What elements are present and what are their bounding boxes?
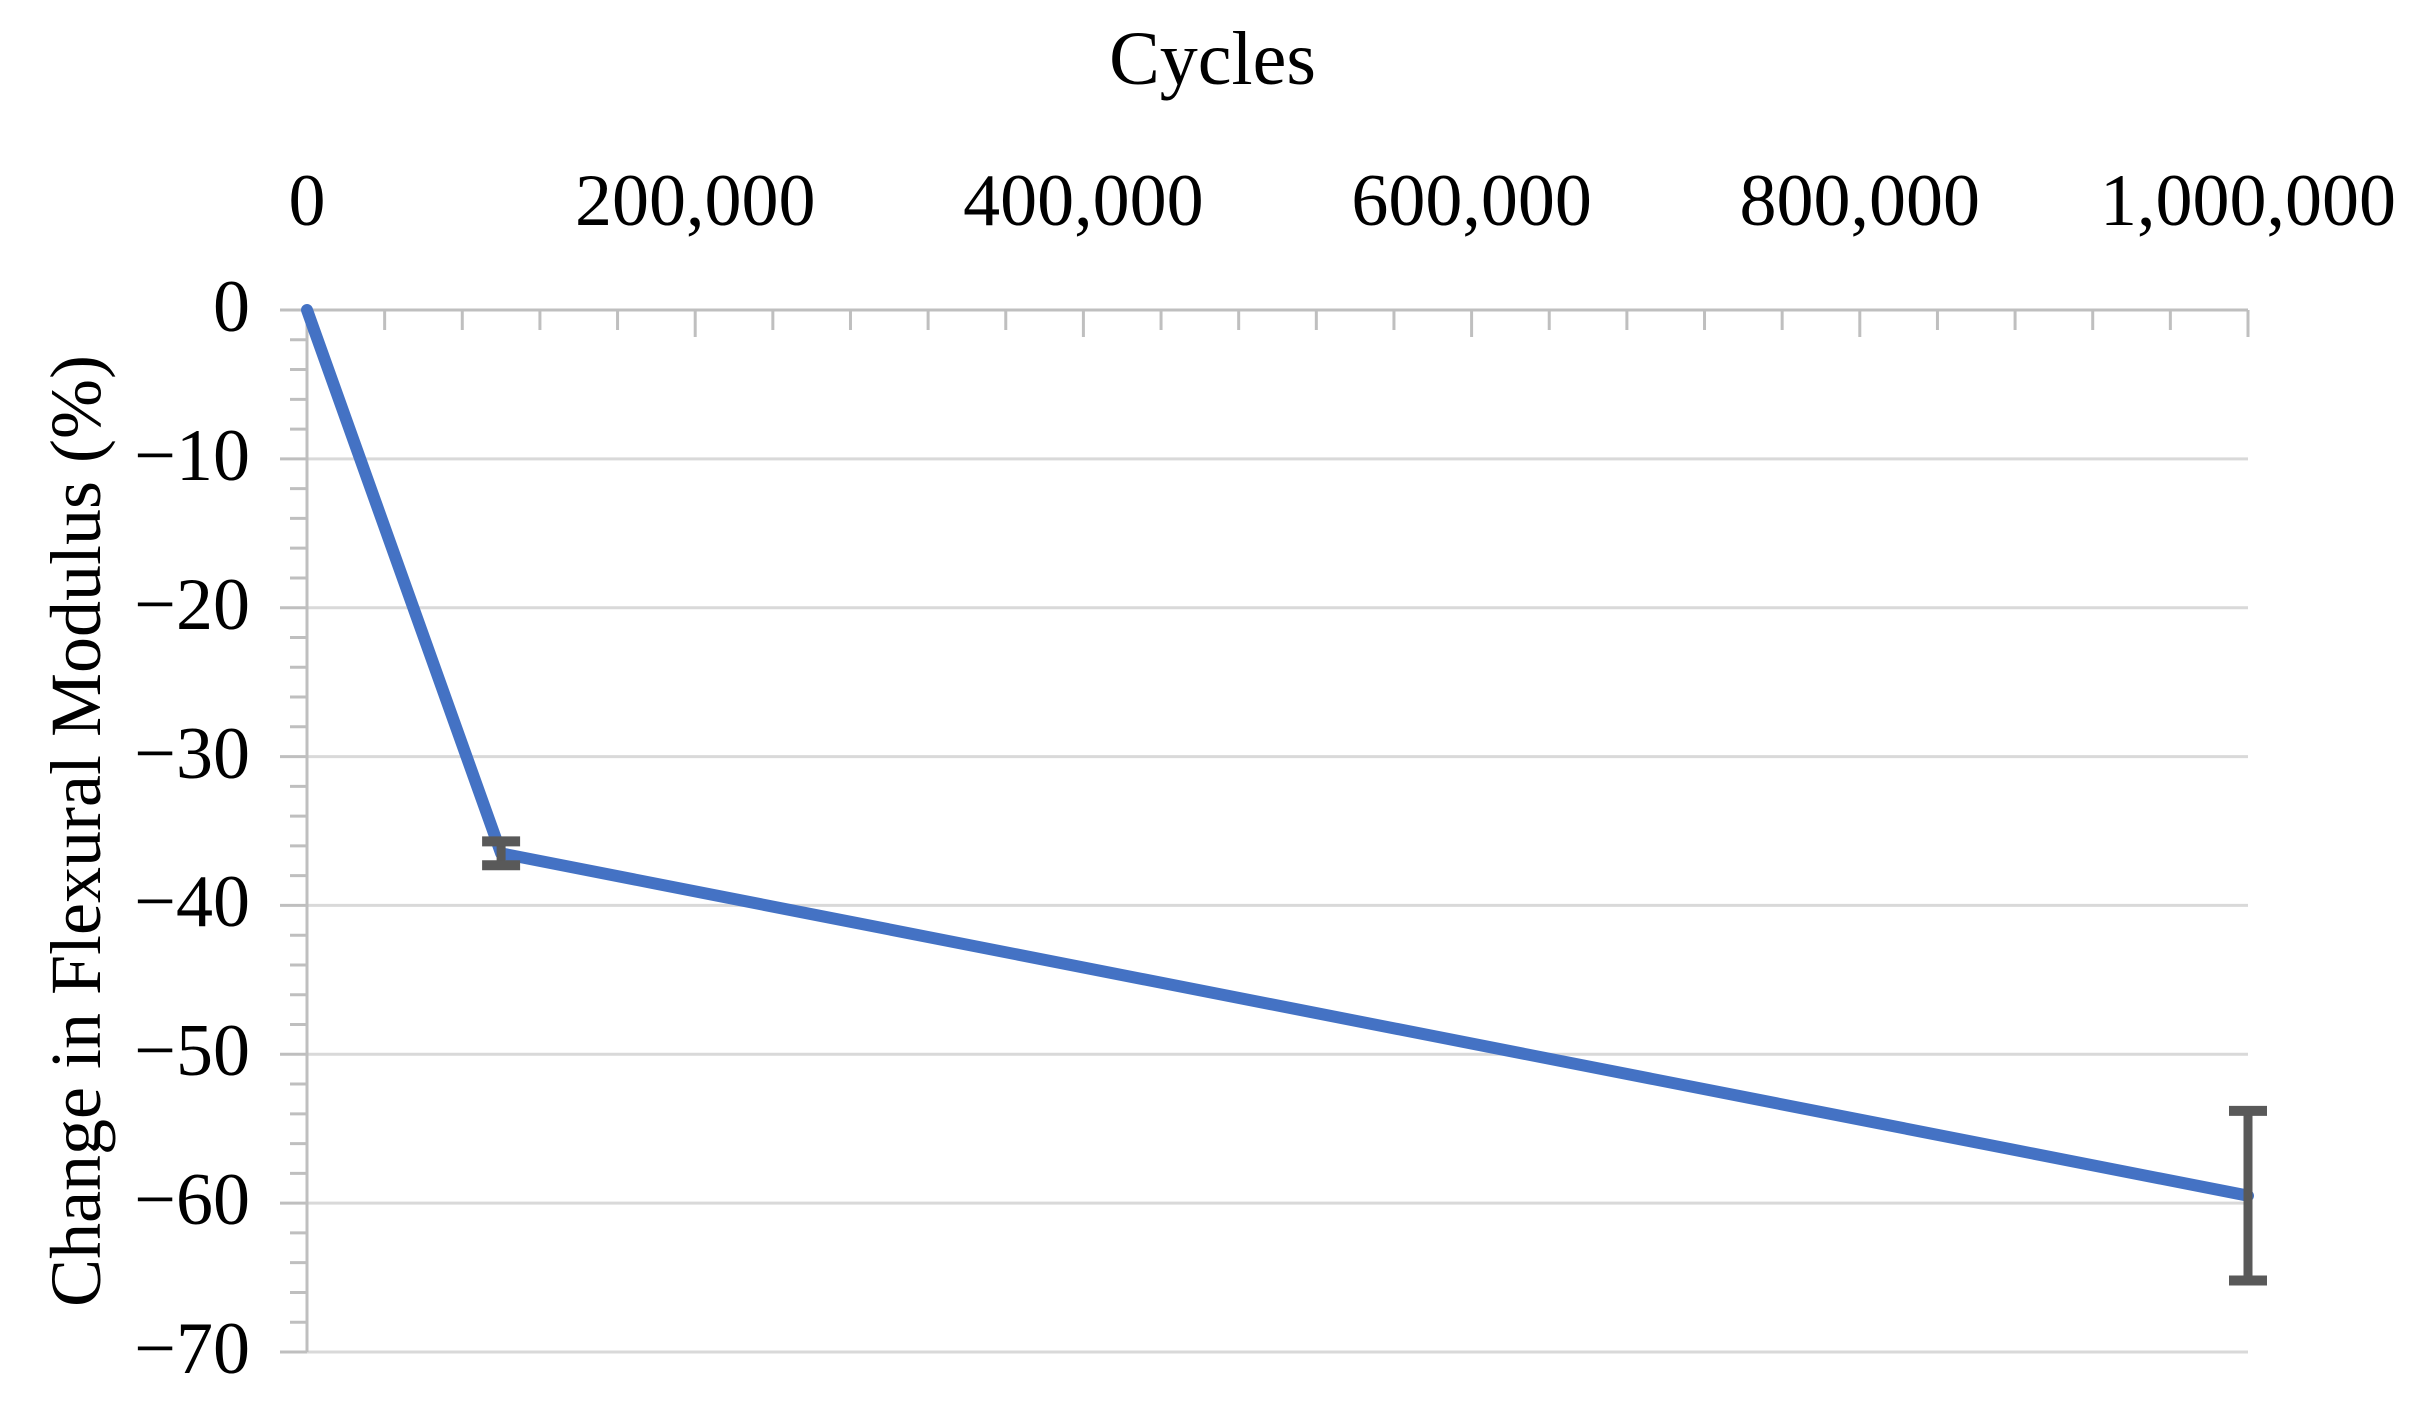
y-tick-label: 0 bbox=[213, 266, 250, 348]
y-tick-label: −40 bbox=[134, 861, 250, 944]
y-tick-label: −60 bbox=[134, 1159, 250, 1242]
x-tick-label: 1,000,000 bbox=[2100, 160, 2396, 242]
x-tick-label: 200,000 bbox=[574, 160, 816, 242]
x-tick-label: 600,000 bbox=[1351, 160, 1592, 242]
x-tick-label: 800,000 bbox=[1739, 160, 1981, 242]
y-tick-label: −10 bbox=[134, 414, 250, 497]
y-tick-label: −70 bbox=[134, 1308, 250, 1390]
y-tick-label: −50 bbox=[134, 1010, 250, 1093]
y-tick-label: −20 bbox=[134, 563, 250, 646]
y-tick-label: −30 bbox=[134, 712, 250, 795]
series-line bbox=[301, 304, 2254, 1202]
x-tick-label: 0 bbox=[288, 160, 326, 242]
x-tick-label: 400,000 bbox=[963, 160, 1204, 242]
x-axis-title: Cycles bbox=[1109, 17, 1316, 101]
